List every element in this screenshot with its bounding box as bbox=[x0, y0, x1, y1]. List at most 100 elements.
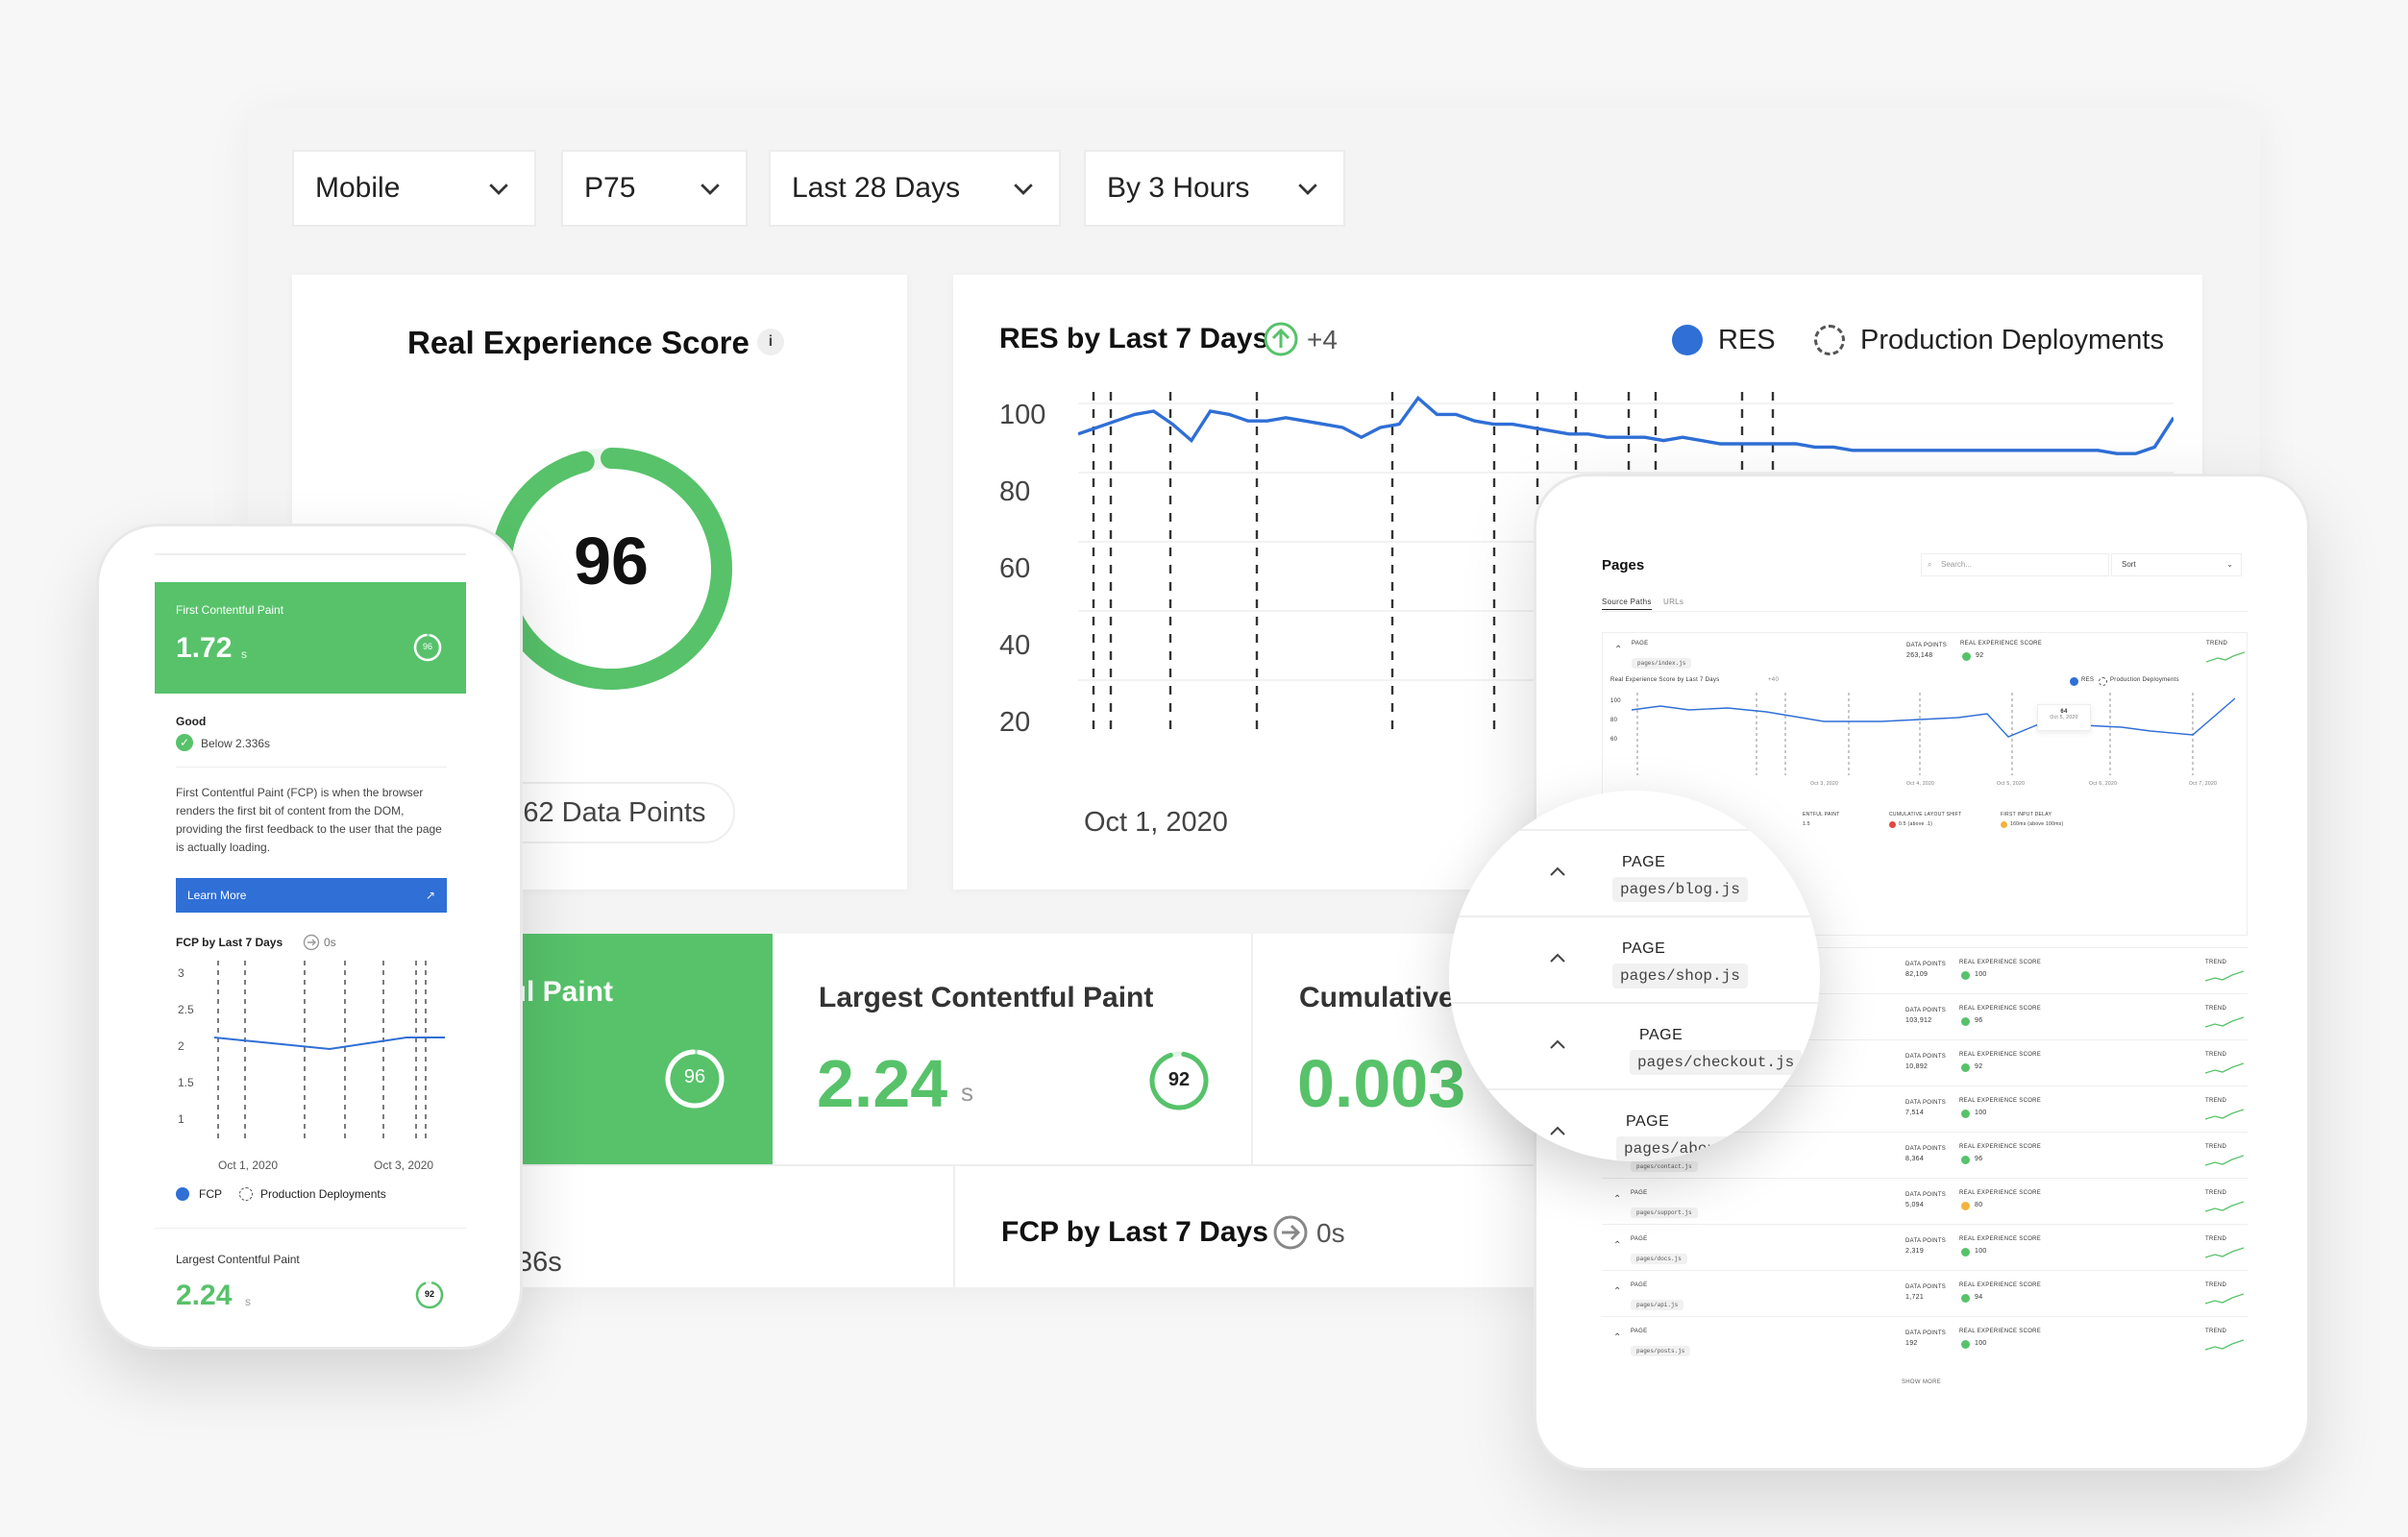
status-dot bbox=[2001, 821, 2007, 828]
chevron-up-icon: ⌃ bbox=[1614, 645, 1623, 655]
device-filter-dropdown[interactable]: Mobile bbox=[292, 150, 536, 227]
res-chart-delta: +4 bbox=[1307, 325, 1338, 354]
page-path: pages/index.js bbox=[1632, 652, 1692, 670]
magnified-page-row[interactable]: PAGE pages/shop.js bbox=[1449, 915, 1820, 1002]
magnified-page-label: PAGE bbox=[1622, 854, 1666, 870]
data-points-value: 82,109 bbox=[1905, 971, 1929, 978]
col-res-label: REAL EXPERIENCE SCORE bbox=[1959, 1144, 2042, 1150]
percentile-filter-dropdown[interactable]: P75 bbox=[561, 150, 748, 227]
table-row[interactable]: ⌃ PAGE pages/docs.js DATA POINTS 2,319 REAL E… bbox=[1602, 1224, 2248, 1270]
magnified-page-path: pages/blog.js bbox=[1612, 877, 1748, 902]
interval-filter-dropdown[interactable]: By 3 Hours bbox=[1084, 150, 1345, 227]
trend-sparkline bbox=[2205, 1062, 2244, 1074]
trend-sparkline bbox=[2205, 1247, 2244, 1258]
data-points-value: 7,514 bbox=[1905, 1110, 1925, 1116]
tooltip-value: 64 bbox=[2060, 709, 2068, 715]
lcp-metric-tile[interactable]: Largest Contentful Paint 2.24 s 92 bbox=[773, 934, 1253, 1164]
chevron-up-icon: ⌃ bbox=[1613, 1286, 1622, 1297]
x-tick-label: Oct 1, 2020 bbox=[1084, 807, 1228, 838]
status-dot bbox=[1961, 971, 1970, 980]
mini-deploy-legend: Production Deployments bbox=[2110, 677, 2179, 683]
table-row[interactable]: ⌃ PAGE pages/support.js DATA POINTS 5,094 REA… bbox=[1602, 1178, 2248, 1224]
arrow-right-circle-icon bbox=[303, 934, 320, 951]
res-legend-label: RES bbox=[1718, 325, 1776, 355]
x-tick-label: Oct 3, 2020 bbox=[374, 1159, 434, 1172]
page-path: pages/posts.js bbox=[1631, 1340, 1691, 1357]
mini-chart-title: Real Experience Score by Last 7 Days bbox=[1610, 677, 1720, 683]
page-path: pages/support.js bbox=[1631, 1202, 1698, 1219]
interval-filter-label: By 3 Hours bbox=[1107, 172, 1250, 204]
mini-res-series-line bbox=[1632, 697, 2236, 738]
fcp-chart-title: FCP by Last 7 Days bbox=[1001, 1216, 1268, 1248]
data-points-value: 10,892 bbox=[1905, 1063, 1929, 1070]
col-page-label: PAGE bbox=[1632, 641, 1649, 647]
col-trend-label: TREND bbox=[2205, 1282, 2227, 1288]
pages-search-placeholder: Search... bbox=[1941, 560, 1973, 569]
magnified-page-label: PAGE bbox=[1626, 1113, 1670, 1130]
mini-res-chart[interactable] bbox=[1632, 693, 2243, 775]
chevron-down-icon bbox=[1298, 183, 1317, 195]
fcp-chart-delta: 0s bbox=[1316, 1218, 1345, 1248]
col-dp-label: DATA POINTS bbox=[1905, 962, 1947, 967]
phone-fcp-unit: s bbox=[241, 647, 247, 661]
magnifier-lens: PAGE pages/blog.js PAGE pages/shop.js PAGE pa… bbox=[1449, 791, 1820, 1161]
res-score-value: 92 bbox=[1976, 652, 1984, 659]
col-dp-label: DATA POINTS bbox=[1906, 643, 1948, 648]
show-more-button[interactable]: SHOW MORE bbox=[1902, 1379, 1942, 1385]
trend-sparkline bbox=[2205, 1293, 2244, 1305]
magnified-page-row[interactable]: PAGE pages/about.js bbox=[1449, 1088, 1820, 1161]
pages-search-input[interactable]: ⌕ Search... bbox=[1921, 553, 2109, 576]
deployment-legend-icon bbox=[1814, 325, 1845, 355]
expanded-page-row[interactable]: ⌃ PAGE pages/index.js DATA POINTS 263,14… bbox=[1602, 632, 2248, 936]
deployment-legend-label: Production Deployments bbox=[260, 1187, 386, 1201]
divider bbox=[176, 767, 447, 768]
page-path: pages/docs.js bbox=[1631, 1248, 1687, 1265]
y-tick-label: 2.5 bbox=[178, 1003, 194, 1016]
phone-lcp-score-ring bbox=[415, 1281, 444, 1309]
col-dp-label: DATA POINTS bbox=[1905, 1008, 1947, 1013]
col-res-label: REAL EXPERIENCE SCORE bbox=[1959, 1006, 2042, 1012]
mini-deploy-legend-icon bbox=[2099, 677, 2107, 686]
table-row[interactable]: ⌃ PAGE pages/posts.js DATA POINTS 192 REAL EX… bbox=[1602, 1316, 2248, 1362]
col-trend-label: TREND bbox=[2205, 1144, 2227, 1150]
cls-metric-value: 0.003 bbox=[1297, 1046, 1466, 1121]
tooltip-date: Oct 5, 2020 bbox=[2050, 715, 2078, 720]
x-tick-label: Oct 5, 2020 bbox=[1997, 781, 2026, 787]
phone-fcp-header[interactable]: First Contentful Paint 1.72 s 96 bbox=[155, 582, 466, 694]
trend-sparkline bbox=[2205, 1339, 2244, 1351]
col-trend-label: TREND bbox=[2205, 960, 2227, 965]
col-page-label: PAGE bbox=[1631, 1236, 1648, 1242]
chevron-up-icon bbox=[1550, 953, 1565, 963]
res-score-value: 100 bbox=[1975, 1248, 1987, 1255]
fcp-legend-dot bbox=[176, 1187, 189, 1201]
chevron-up-icon bbox=[1550, 1039, 1565, 1049]
y-tick-label: 100 bbox=[1610, 698, 1621, 704]
tab-source-paths[interactable]: Source Paths bbox=[1602, 598, 1652, 610]
info-icon[interactable]: i bbox=[757, 329, 784, 355]
chevron-down-icon bbox=[700, 183, 720, 195]
col-trend-label: TREND bbox=[2205, 1098, 2227, 1104]
magnified-page-label: PAGE bbox=[1639, 1027, 1683, 1043]
y-tick-label: 40 bbox=[999, 630, 1031, 661]
summary-value: 160ms (above 100ms) bbox=[2010, 821, 2064, 827]
magnified-page-row[interactable]: PAGE pages/checkout.js bbox=[1449, 1002, 1820, 1088]
learn-more-button[interactable]: Learn More ↗ bbox=[176, 878, 447, 913]
fcp-detail-value: 36s bbox=[517, 1247, 562, 1278]
phone-fcp-chart[interactable] bbox=[214, 961, 451, 1143]
col-res-label: REAL EXPERIENCE SCORE bbox=[1959, 960, 2042, 965]
period-filter-dropdown[interactable]: Last 28 Days bbox=[769, 150, 1061, 227]
deployment-legend-label: Production Deployments bbox=[1860, 325, 2164, 355]
col-dp-label: DATA POINTS bbox=[1905, 1054, 1947, 1060]
data-points-value: 1,721 bbox=[1905, 1294, 1925, 1301]
chevron-down-icon: ⌄ bbox=[2226, 560, 2233, 569]
phone-fcp-title: First Contentful Paint bbox=[176, 603, 284, 617]
res-score-value: 96 bbox=[574, 524, 649, 598]
tab-urls[interactable]: URLs bbox=[1663, 598, 1684, 606]
table-row[interactable]: ⌃ PAGE pages/api.js DATA POINTS 1,721 REAL EX… bbox=[1602, 1270, 2248, 1316]
pages-sort-dropdown[interactable]: Sort ⌄ bbox=[2111, 553, 2242, 576]
pages-title: Pages bbox=[1602, 557, 1645, 573]
magnified-page-row[interactable]: PAGE pages/blog.js bbox=[1449, 829, 1820, 915]
res-chart-title: RES by Last 7 Days bbox=[999, 323, 1269, 354]
data-points-value: 2,319 bbox=[1905, 1248, 1925, 1255]
